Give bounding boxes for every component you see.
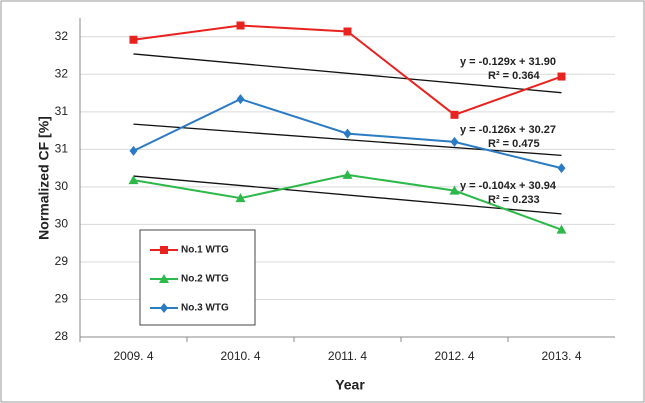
legend-label: No.2 WTG	[181, 274, 229, 285]
marker	[557, 72, 566, 81]
marker	[160, 303, 168, 313]
y-tick-label: 30	[55, 217, 69, 231]
legend-label: No.3 WTG	[181, 303, 229, 314]
x-axis-title: Year	[335, 377, 365, 393]
marker	[159, 274, 169, 283]
trend-equation: y = -0.104x + 30.94	[460, 180, 557, 192]
marker	[342, 169, 353, 179]
legend-label: No.1 WTG	[181, 245, 229, 256]
y-tick-label: 32	[55, 66, 69, 80]
x-tick-label: 2010. 4	[220, 349, 260, 363]
legend-box	[139, 229, 256, 326]
x-tick-label: 2013. 4	[541, 349, 581, 363]
marker	[343, 128, 352, 139]
marker	[129, 35, 138, 44]
y-tick-label: 28	[55, 329, 69, 343]
marker	[450, 110, 459, 119]
x-tick-label: 2011. 4	[328, 349, 367, 363]
y-tick-label: 30	[55, 179, 69, 193]
marker	[160, 246, 168, 254]
trend-equation: y = -0.126x + 30.27	[460, 124, 556, 136]
x-tick-label: 2009. 4	[113, 349, 153, 363]
y-axis-title: Normalized CF [%]	[36, 116, 52, 240]
y-tick-label: 29	[55, 254, 69, 268]
trend-r2: R² = 0.475	[488, 138, 540, 150]
y-tick-label: 32	[55, 29, 69, 43]
y-tick-label: 29	[55, 292, 69, 306]
marker	[343, 27, 352, 36]
marker	[235, 193, 246, 203]
marker	[236, 94, 245, 105]
x-tick-label: 2012. 4	[434, 349, 474, 363]
marker	[450, 136, 459, 147]
trend-r2: R² = 0.233	[488, 194, 540, 206]
marker	[449, 185, 460, 195]
trend-equation: y = -0.129x + 31.90	[460, 56, 556, 68]
trend-r2: R² = 0.364	[488, 70, 541, 82]
y-tick-label: 31	[55, 142, 69, 156]
trend-line	[133, 53, 562, 94]
marker	[557, 163, 566, 174]
marker	[128, 175, 139, 185]
legend: No.1 WTG No.2 WTG No.3 WTG	[139, 229, 256, 326]
marker	[129, 145, 138, 156]
y-tick-label: 31	[55, 104, 69, 118]
marker	[236, 21, 245, 30]
marker	[556, 224, 567, 234]
trend-line	[133, 175, 562, 215]
